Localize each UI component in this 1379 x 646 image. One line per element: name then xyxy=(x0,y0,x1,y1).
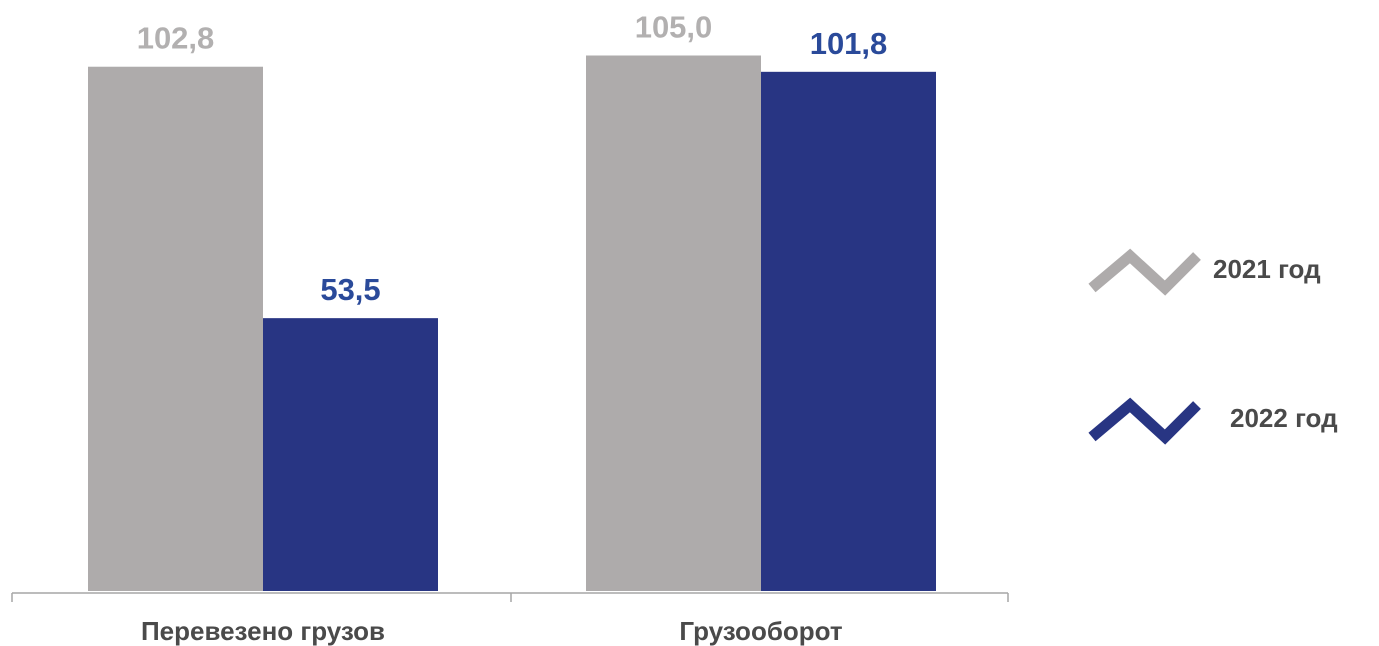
bar-2-series-1 xyxy=(586,55,761,591)
data-label-1-series-2: 53,5 xyxy=(320,272,380,307)
legend-swatch-2 xyxy=(1088,397,1201,445)
data-label-2-series-2: 101,8 xyxy=(810,26,888,61)
bars-layer xyxy=(88,55,936,592)
legend-label-1: 2021 год xyxy=(1213,254,1321,284)
category-labels-layer: Перевезено грузов Грузооборот xyxy=(141,616,843,646)
category-label-1: Перевезено грузов xyxy=(141,616,385,646)
legend-label-2: 2022 год xyxy=(1230,403,1338,433)
value-labels-layer: 102,8 53,5 105,0 101,8 xyxy=(137,10,888,308)
x-axis xyxy=(11,592,1009,602)
bar-1-series-1 xyxy=(88,66,263,592)
bar-1-series-2 xyxy=(263,318,438,591)
data-label-1-series-1: 102,8 xyxy=(137,21,215,56)
bar-2-series-2 xyxy=(761,71,936,591)
data-label-2-series-1: 105,0 xyxy=(635,10,713,45)
legend-swatch-1 xyxy=(1088,248,1201,296)
legend: 2021 год 2022 год xyxy=(1088,248,1338,445)
category-label-2: Грузооборот xyxy=(679,616,843,646)
